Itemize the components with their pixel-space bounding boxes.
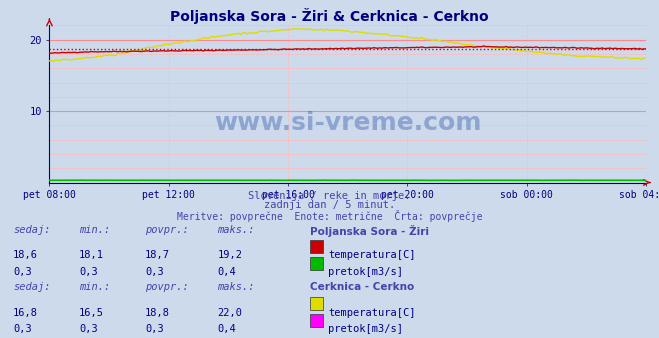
Text: 18,1: 18,1 — [79, 250, 104, 260]
Text: maks.:: maks.: — [217, 225, 255, 235]
Text: 0,3: 0,3 — [13, 324, 32, 335]
Text: min.:: min.: — [79, 225, 110, 235]
Text: Slovenija / reke in morje.: Slovenija / reke in morje. — [248, 191, 411, 201]
Text: 22,0: 22,0 — [217, 308, 243, 318]
Text: Poljanska Sora - Žiri: Poljanska Sora - Žiri — [310, 225, 429, 237]
Text: temperatura[C]: temperatura[C] — [328, 308, 416, 318]
Text: 16,5: 16,5 — [79, 308, 104, 318]
Text: zadnji dan / 5 minut.: zadnji dan / 5 minut. — [264, 200, 395, 210]
Text: 18,6: 18,6 — [13, 250, 38, 260]
Text: min.:: min.: — [79, 282, 110, 292]
Text: sedaj:: sedaj: — [13, 282, 51, 292]
Text: sedaj:: sedaj: — [13, 225, 51, 235]
Text: 0,3: 0,3 — [13, 267, 32, 277]
Text: temperatura[C]: temperatura[C] — [328, 250, 416, 260]
Text: povpr.:: povpr.: — [145, 282, 188, 292]
Text: 0,4: 0,4 — [217, 324, 236, 335]
Text: 0,3: 0,3 — [145, 324, 163, 335]
Text: 0,4: 0,4 — [217, 267, 236, 277]
Text: pretok[m3/s]: pretok[m3/s] — [328, 324, 403, 335]
Text: 19,2: 19,2 — [217, 250, 243, 260]
Text: 18,7: 18,7 — [145, 250, 170, 260]
Text: 0,3: 0,3 — [79, 324, 98, 335]
Text: 0,3: 0,3 — [145, 267, 163, 277]
Text: Meritve: povprečne  Enote: metrične  Črta: povprečje: Meritve: povprečne Enote: metrične Črta:… — [177, 210, 482, 222]
Text: 18,8: 18,8 — [145, 308, 170, 318]
Text: Poljanska Sora - Žiri & Cerknica - Cerkno: Poljanska Sora - Žiri & Cerknica - Cerkn… — [170, 8, 489, 24]
Text: www.si-vreme.com: www.si-vreme.com — [214, 111, 481, 135]
Text: maks.:: maks.: — [217, 282, 255, 292]
Text: 0,3: 0,3 — [79, 267, 98, 277]
Text: povpr.:: povpr.: — [145, 225, 188, 235]
Text: 16,8: 16,8 — [13, 308, 38, 318]
Text: pretok[m3/s]: pretok[m3/s] — [328, 267, 403, 277]
Text: Cerknica - Cerkno: Cerknica - Cerkno — [310, 282, 414, 292]
